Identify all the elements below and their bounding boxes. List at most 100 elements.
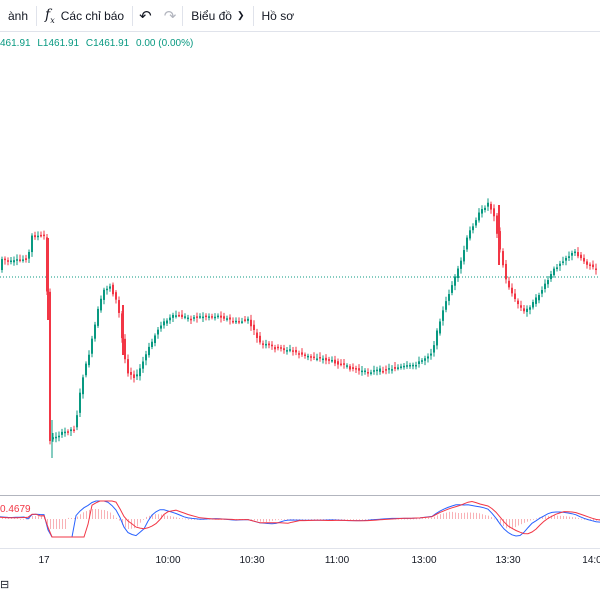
candle-body <box>148 346 150 356</box>
ohlc-close: C1461.91 <box>85 38 130 49</box>
candle-body <box>268 343 270 346</box>
candle-body <box>502 251 504 266</box>
candle-body <box>463 250 465 262</box>
candle-body <box>529 307 531 310</box>
candle-body <box>172 314 174 318</box>
candle-body <box>325 357 327 361</box>
macd-histogram-bar <box>2 517 3 519</box>
candle-body <box>352 367 354 369</box>
macd-histogram-bar <box>467 512 468 519</box>
candle-body <box>568 256 570 258</box>
macd-histogram-bar <box>281 519 282 520</box>
candle-body <box>498 205 500 265</box>
candle-body <box>247 318 249 321</box>
candle-body <box>421 360 423 362</box>
macd-histogram-bar <box>572 517 573 519</box>
candle-body <box>484 207 486 210</box>
candle-body <box>154 335 156 344</box>
candle-body <box>76 415 78 428</box>
candle-body <box>475 220 477 226</box>
macd-histogram-bar <box>494 518 495 520</box>
candle-body <box>520 305 522 308</box>
candle-body <box>526 308 528 312</box>
macd-histogram-bar <box>299 519 300 520</box>
macd-histogram-bar <box>77 516 78 519</box>
candle-body <box>178 314 180 317</box>
candle-body <box>235 320 237 323</box>
profile-button[interactable]: Hồ sơ <box>254 0 303 32</box>
macd-histogram-bar <box>347 519 348 520</box>
macd-histogram-bar <box>431 517 432 519</box>
candle-body <box>532 302 534 308</box>
macd-histogram-bar <box>5 517 6 519</box>
candle-body <box>16 259 18 261</box>
indicators-button[interactable]: fx Các chỉ báo <box>37 0 132 32</box>
candle-body <box>376 369 378 372</box>
calendar-icon[interactable]: ⊟ <box>0 579 10 591</box>
macd-histogram-bar <box>53 519 54 529</box>
macd-histogram-bar <box>416 518 417 520</box>
macd-histogram-bar <box>524 519 525 523</box>
candle-body <box>163 321 165 326</box>
candle-body <box>94 324 96 339</box>
redo-icon[interactable]: ↷ <box>163 7 177 25</box>
candle-body <box>427 356 429 359</box>
candle-body <box>232 320 234 323</box>
pane-separator[interactable] <box>0 495 600 496</box>
macd-histogram-bar <box>401 518 402 520</box>
macd-histogram-bar <box>314 519 315 520</box>
candle-body <box>451 285 453 293</box>
macd-histogram-bar <box>569 516 570 519</box>
candle-body <box>310 356 312 358</box>
candle-body <box>31 235 33 253</box>
macd-histogram-bar <box>581 518 582 520</box>
chart-menu-button[interactable]: Biểu đồ ❯ <box>183 0 252 32</box>
macd-histogram-bar <box>305 519 306 520</box>
candle-body <box>199 316 201 318</box>
candle-body <box>250 319 252 327</box>
candle-body <box>256 332 258 339</box>
macd-histogram-bar <box>137 519 138 527</box>
candle-body <box>280 347 282 349</box>
candle-body <box>454 276 456 286</box>
macd-histogram-bar <box>365 519 366 520</box>
candle-body <box>412 364 414 367</box>
toolbar-item-partial[interactable]: ành <box>0 0 36 32</box>
candle-body <box>19 259 21 261</box>
macd-histogram-bar <box>158 514 159 519</box>
candle-body <box>379 368 381 372</box>
macd-histogram-bar <box>500 519 501 524</box>
macd-histogram-bar <box>506 519 507 529</box>
candle-body <box>181 314 183 318</box>
macd-histogram-bar <box>35 516 36 519</box>
undo-icon[interactable]: ↶ <box>139 7 152 25</box>
macd-histogram-bar <box>302 519 303 520</box>
macd-histogram-bar <box>176 517 177 519</box>
macd-histogram-bar <box>68 517 69 519</box>
macd-histogram-bar <box>275 519 276 521</box>
macd-histogram-bar <box>179 517 180 519</box>
macd-histogram-bar <box>128 519 129 529</box>
macd-histogram-bar <box>545 516 546 519</box>
candle-body <box>307 355 309 358</box>
candle-body <box>73 429 75 431</box>
macd-histogram-bar <box>353 519 354 520</box>
candle-body <box>271 344 273 347</box>
candle-body <box>388 368 390 370</box>
candle-body <box>436 330 438 346</box>
candle-body <box>133 374 135 378</box>
macd-histogram-bar <box>287 519 288 520</box>
macd-histogram-bar <box>155 514 156 519</box>
candle-body <box>337 361 339 365</box>
profile-label: Hồ sơ <box>261 8 295 23</box>
macd-histogram-bar <box>464 512 465 519</box>
candle-body <box>124 338 126 360</box>
macd-histogram-bar <box>83 512 84 519</box>
candle-body <box>187 317 189 320</box>
macd-histogram-bar <box>92 509 93 519</box>
candle-body <box>193 317 195 319</box>
candle-body <box>295 350 297 353</box>
candle-body <box>220 315 222 318</box>
macd-histogram-bar <box>437 515 438 519</box>
